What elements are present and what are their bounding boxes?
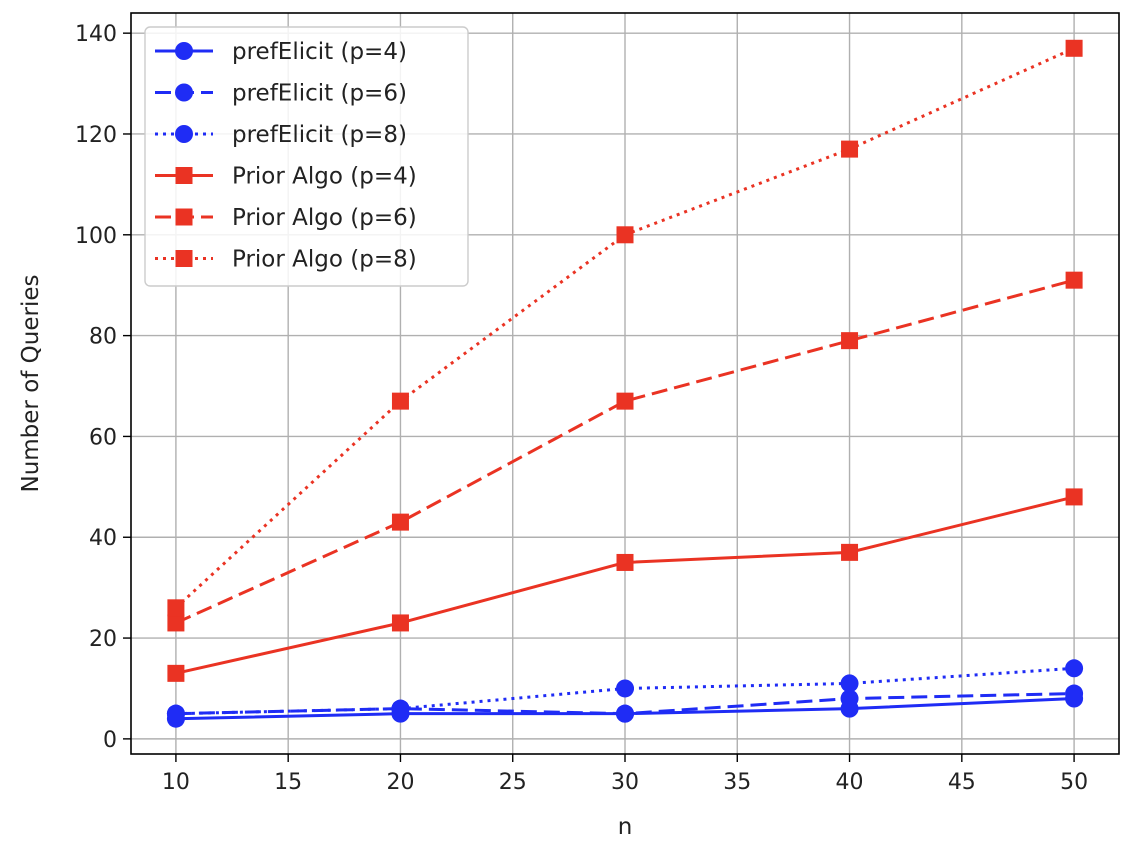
data-point xyxy=(391,614,409,632)
axes: 10 15 20 25 30 35 40 45 50 0 20 40 60 80 100 120 140 xyxy=(75,22,1088,795)
legend-marker xyxy=(175,83,193,102)
y-tick-label: 60 xyxy=(89,425,117,450)
x-tick-label: 10 xyxy=(162,770,190,795)
data-point xyxy=(616,226,634,244)
y-tick-label: 40 xyxy=(89,526,117,551)
series xyxy=(167,271,1083,632)
legend-label: prefElicit (p=6) xyxy=(232,81,407,107)
data-point xyxy=(391,513,409,531)
x-axis-label: n xyxy=(618,814,633,840)
legend: prefElicit (p=4) prefElicit (p=6) prefElic… xyxy=(144,26,469,287)
y-tick-label: 80 xyxy=(89,325,117,350)
data-point xyxy=(616,392,634,410)
data-point xyxy=(166,704,185,723)
data-point xyxy=(840,674,859,693)
series xyxy=(167,39,1083,617)
data-point xyxy=(167,599,185,617)
y-axis-label: Number of Queries xyxy=(18,275,44,493)
y-tick-label: 140 xyxy=(75,22,117,47)
grid xyxy=(131,13,1119,754)
y-tick-label: 100 xyxy=(75,224,117,249)
y-tick-label: 0 xyxy=(103,728,117,753)
legend-marker xyxy=(175,208,193,226)
data-point xyxy=(167,614,185,632)
x-tick-label: 45 xyxy=(948,770,976,795)
x-tick-label: 25 xyxy=(499,770,527,795)
y-tick-label: 120 xyxy=(75,123,117,148)
data-point xyxy=(1065,659,1084,678)
legend-label: prefElicit (p=8) xyxy=(232,122,407,148)
series xyxy=(166,659,1084,723)
x-tick-label: 35 xyxy=(723,770,751,795)
data-point xyxy=(1065,271,1083,289)
legend-marker xyxy=(175,167,193,184)
legend-box xyxy=(144,26,469,287)
data-point xyxy=(391,392,409,410)
x-tick-label: 20 xyxy=(386,770,414,795)
legend-marker xyxy=(175,125,193,143)
x-tick-label: 40 xyxy=(836,770,864,795)
series-group xyxy=(166,39,1084,728)
data-point xyxy=(841,332,859,350)
series-line xyxy=(175,278,1075,625)
data-point xyxy=(616,553,634,571)
x-tick-label: 50 xyxy=(1060,770,1088,795)
x-tick-label: 15 xyxy=(274,770,302,795)
legend-label: Prior Algo (p=8) xyxy=(232,247,417,273)
legend-marker xyxy=(175,250,193,267)
y-tick-label: 20 xyxy=(89,627,117,652)
data-point xyxy=(840,689,859,708)
legend-label: Prior Algo (p=6) xyxy=(232,205,417,231)
data-point xyxy=(841,140,859,158)
legend-label: prefElicit (p=4) xyxy=(232,39,407,65)
data-point xyxy=(391,699,410,718)
data-point xyxy=(616,679,634,698)
legend-marker xyxy=(175,42,193,60)
data-point xyxy=(841,543,859,561)
data-point xyxy=(167,664,185,682)
x-tick-label: 30 xyxy=(611,770,639,795)
data-point xyxy=(1065,488,1083,506)
data-point xyxy=(1065,39,1083,57)
legend-label: Prior Algo (p=4) xyxy=(232,164,417,190)
series xyxy=(167,488,1083,682)
data-point xyxy=(1065,684,1084,703)
data-point xyxy=(616,704,634,723)
